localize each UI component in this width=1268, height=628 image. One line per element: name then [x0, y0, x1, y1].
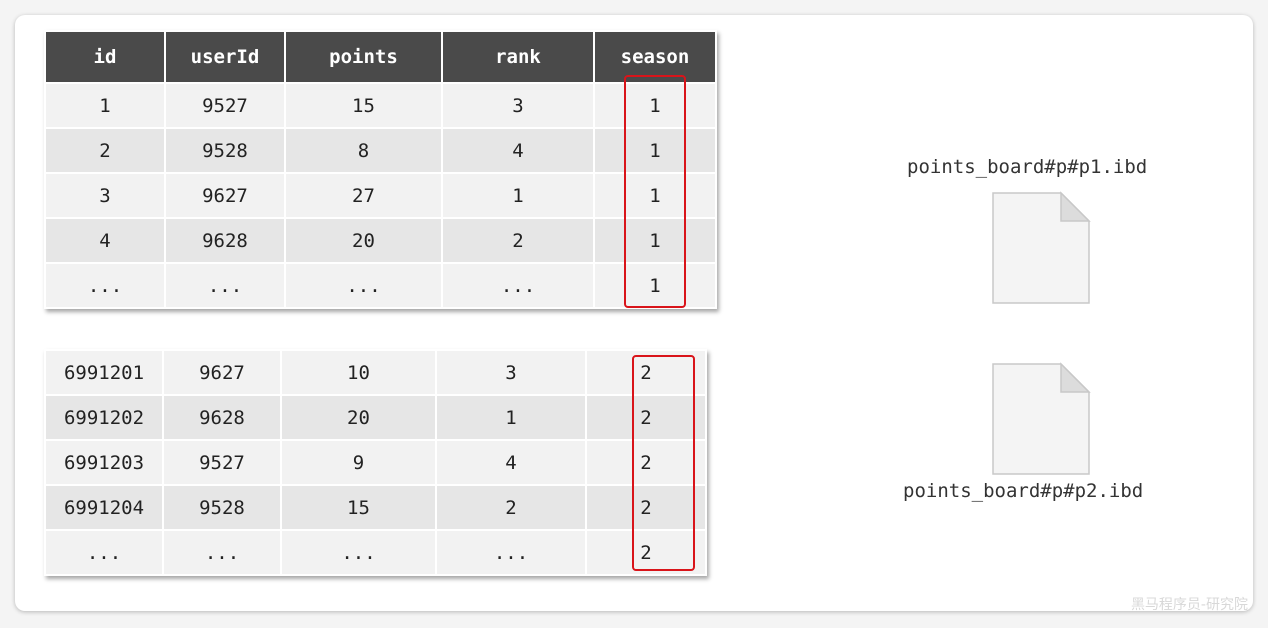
- partition-p1-table: id userId points rank season 1 9527 15 3 1 2 9…: [44, 30, 717, 309]
- table-row: 3 9627 27 1 1: [44, 172, 717, 219]
- file-p2-label: points_board#p#p2.ibd: [903, 480, 1144, 502]
- table-cell: 9528: [164, 127, 286, 174]
- table-cell: ...: [284, 262, 443, 309]
- table-cell: 2: [44, 127, 166, 174]
- table-cell: 15: [284, 82, 443, 129]
- table-cell: 9527: [164, 82, 286, 129]
- table-cell: 1: [441, 172, 595, 219]
- table-cell: 2: [585, 529, 707, 576]
- table-cell: 1: [593, 172, 717, 219]
- table-cell: 9527: [162, 439, 282, 486]
- table-cell: 6991203: [44, 439, 164, 486]
- table-cell: ...: [280, 529, 437, 576]
- watermark: 黑马程序员-研究院: [1130, 597, 1248, 613]
- header-id: id: [44, 30, 166, 84]
- partition-p2-table: 6991201 9627 10 3 2 6991202 9628 20 1 2 6991203 952…: [44, 349, 707, 576]
- table-cell: ...: [44, 529, 164, 576]
- table-cell: 1: [593, 127, 717, 174]
- table-row: 2 9528 8 4 1: [44, 127, 717, 174]
- header-rank: rank: [441, 30, 595, 84]
- table-cell: 3: [435, 349, 587, 396]
- table-cell: 20: [284, 217, 443, 264]
- table-row: 6991202 9628 20 1 2: [44, 394, 707, 441]
- table-cell: 2: [585, 349, 707, 396]
- table-cell: ...: [164, 262, 286, 309]
- table-cell: 2: [585, 394, 707, 441]
- table-cell: 9627: [162, 349, 282, 396]
- table-cell: 4: [435, 439, 587, 486]
- table-cell: 3: [441, 82, 595, 129]
- header-points: points: [284, 30, 443, 84]
- table-cell: 1: [593, 262, 717, 309]
- header-season: season: [593, 30, 717, 84]
- table-cell: 9628: [162, 394, 282, 441]
- table-row: 1 9527 15 3 1: [44, 82, 717, 129]
- table-cell: ...: [44, 262, 166, 309]
- table-cell: 1: [435, 394, 587, 441]
- table-header-row: id userId points rank season: [44, 30, 717, 84]
- table-cell: 1: [44, 82, 166, 129]
- table-cell: 1: [593, 82, 717, 129]
- table-cell: 6991201: [44, 349, 164, 396]
- table-cell: 6991202: [44, 394, 164, 441]
- table-cell: ...: [441, 262, 595, 309]
- table-cell: 2: [441, 217, 595, 264]
- table-cell: 4: [44, 217, 166, 264]
- table-cell: 9: [280, 439, 437, 486]
- table-cell: ...: [162, 529, 282, 576]
- table-row: 6991201 9627 10 3 2: [44, 349, 707, 396]
- table-row: ............ 2: [44, 529, 707, 576]
- table-cell: 27: [284, 172, 443, 219]
- table-cell: 4: [441, 127, 595, 174]
- table-row: 6991204 9528 15 2 2: [44, 484, 707, 531]
- table-cell: 15: [280, 484, 437, 531]
- table-cell: ...: [435, 529, 587, 576]
- table-row: 4 9628 20 2 1: [44, 217, 717, 264]
- table-row: ............ 1: [44, 262, 717, 309]
- table-cell: 9628: [164, 217, 286, 264]
- table-cell: 1: [593, 217, 717, 264]
- table-cell: 6991204: [44, 484, 164, 531]
- file-p1-label: points_board#p#p1.ibd: [907, 156, 1148, 178]
- table-cell: 9528: [162, 484, 282, 531]
- table-cell: 2: [585, 439, 707, 486]
- table-cell: 8: [284, 127, 443, 174]
- table-row: 6991203 9527 9 4 2: [44, 439, 707, 486]
- table-cell: 10: [280, 349, 437, 396]
- table-cell: 20: [280, 394, 437, 441]
- file-icon: [992, 191, 1091, 304]
- table-cell: 2: [585, 484, 707, 531]
- file-icon: [992, 362, 1091, 475]
- table-cell: 3: [44, 172, 166, 219]
- table-cell: 9627: [164, 172, 286, 219]
- table-cell: 2: [435, 484, 587, 531]
- header-userId: userId: [164, 30, 286, 84]
